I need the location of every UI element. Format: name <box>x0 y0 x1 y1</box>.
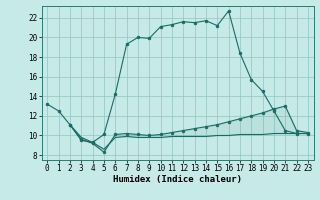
X-axis label: Humidex (Indice chaleur): Humidex (Indice chaleur) <box>113 175 242 184</box>
